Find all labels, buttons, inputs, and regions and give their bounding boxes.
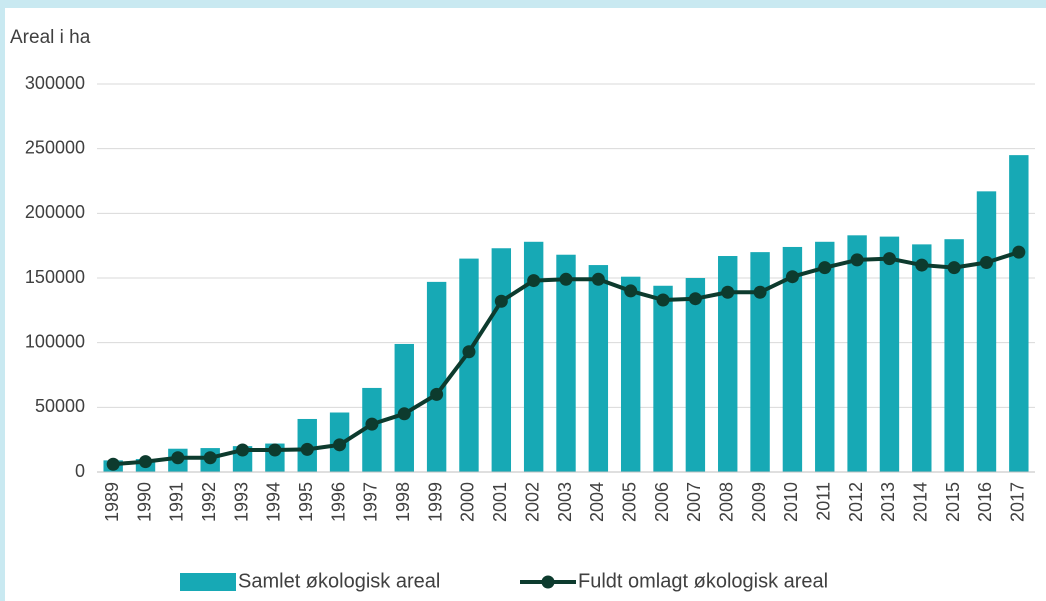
bar	[1009, 155, 1029, 472]
x-tick-label: 2005	[619, 482, 639, 522]
legend-swatch-marker	[541, 575, 555, 589]
line-marker	[236, 443, 250, 457]
line-marker	[494, 294, 508, 308]
x-tick-label: 2015	[943, 482, 963, 522]
x-tick-label: 2011	[814, 482, 834, 521]
y-tick-label: 300000	[25, 73, 85, 93]
bar	[588, 265, 609, 472]
line-marker	[171, 451, 185, 465]
y-axis-label: Areal i ha	[10, 27, 91, 48]
line-marker	[527, 274, 541, 288]
line-marker	[915, 258, 929, 272]
x-tick-label: 1991	[167, 482, 187, 522]
bar	[782, 246, 803, 472]
bar	[847, 235, 867, 472]
x-tick-label: 1996	[328, 482, 348, 522]
x-tick-label: 2003	[555, 482, 575, 522]
line-marker	[979, 255, 993, 269]
x-tick-label: 1997	[361, 482, 381, 522]
legend-label: Fuldt omlagt økologisk areal	[578, 570, 828, 592]
line-marker	[753, 285, 767, 299]
line-marker	[624, 284, 638, 298]
line-marker	[106, 457, 120, 471]
x-tick-label: 2001	[490, 482, 510, 522]
line-marker	[268, 443, 282, 457]
x-tick-label: 1992	[199, 482, 219, 522]
x-tick-label: 1989	[102, 482, 122, 522]
line-marker	[333, 438, 347, 452]
line-marker	[139, 455, 153, 469]
bar	[459, 258, 479, 472]
line-marker	[656, 293, 670, 307]
y-tick-label: 200000	[25, 202, 85, 222]
x-tick-label: 2013	[878, 482, 898, 522]
x-tick-label: 1993	[231, 482, 251, 522]
bar	[944, 239, 964, 472]
x-tick-label: 2009	[749, 482, 769, 522]
x-tick-label: 1994	[264, 482, 284, 522]
bar	[912, 244, 932, 472]
bar	[620, 276, 641, 472]
legend-swatch	[180, 573, 236, 591]
bar	[426, 281, 447, 472]
line-marker	[430, 387, 444, 401]
y-tick-label: 0	[75, 461, 85, 481]
x-tick-label: 2004	[587, 482, 607, 522]
x-tick-label: 2008	[716, 482, 736, 522]
line-marker	[818, 261, 832, 275]
line-marker	[300, 442, 314, 456]
x-tick-label: 2006	[652, 482, 672, 522]
x-tick-label: 1999	[425, 482, 445, 522]
bar	[653, 285, 673, 472]
y-tick-label: 150000	[25, 267, 85, 287]
line-marker	[785, 270, 799, 284]
y-tick-label: 50000	[35, 396, 85, 416]
line-marker	[365, 417, 379, 431]
x-tick-label: 2012	[846, 482, 866, 522]
bar	[976, 191, 997, 472]
bar	[718, 256, 738, 472]
bar	[523, 241, 544, 472]
bar	[685, 278, 706, 472]
legend-label: Samlet økologisk areal	[238, 570, 440, 592]
x-tick-label: 2010	[781, 482, 801, 522]
line-marker	[947, 261, 961, 275]
line-marker	[882, 252, 896, 266]
x-tick-label: 2002	[522, 482, 542, 522]
line-marker	[591, 272, 605, 286]
bar	[556, 254, 576, 472]
x-tick-label: 1990	[134, 482, 154, 522]
x-tick-label: 2014	[911, 482, 931, 522]
line-marker	[559, 272, 573, 286]
bar	[750, 252, 770, 472]
bar	[879, 236, 900, 472]
x-tick-label: 2007	[684, 482, 704, 522]
y-tick-label: 100000	[25, 331, 85, 351]
y-tick-label: 250000	[25, 137, 85, 157]
x-tick-label: 2016	[975, 482, 995, 522]
bar	[491, 248, 512, 472]
line-marker	[397, 407, 411, 421]
x-tick-label: 1995	[296, 482, 316, 522]
x-tick-label: 1998	[393, 482, 413, 522]
line-marker	[1012, 245, 1026, 259]
line-marker	[462, 345, 476, 359]
line-marker	[688, 292, 702, 306]
line-marker	[721, 285, 735, 299]
line-marker	[203, 451, 217, 465]
bar	[815, 241, 835, 472]
line-marker	[850, 253, 864, 267]
x-tick-label: 2000	[458, 482, 478, 522]
x-tick-label: 2017	[1008, 482, 1028, 522]
